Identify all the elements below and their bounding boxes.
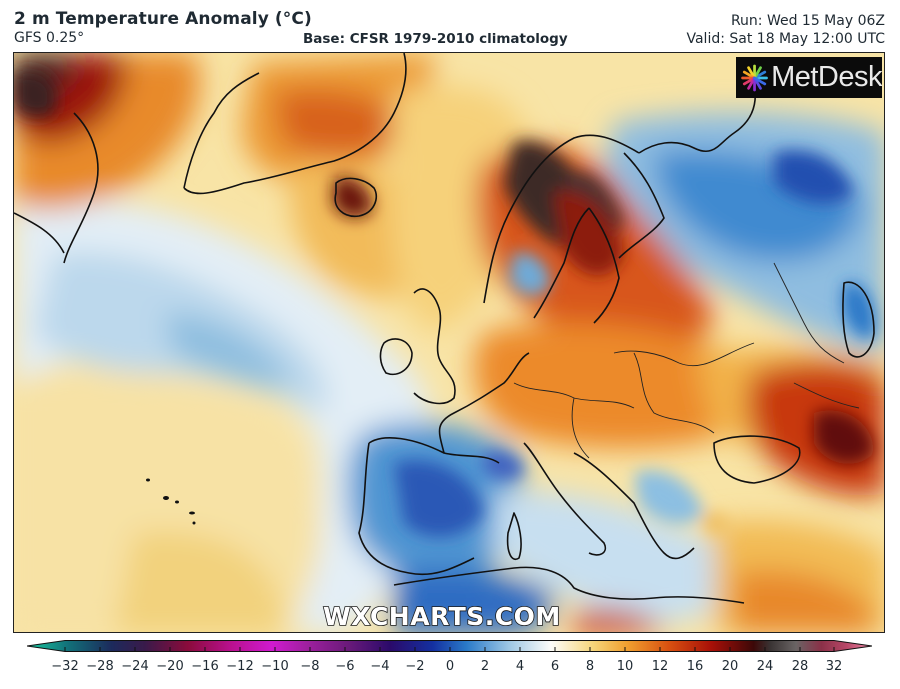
tick-label: 12: [651, 659, 669, 674]
model-label: GFS 0.25°: [14, 30, 85, 46]
tick-label: 10: [616, 659, 634, 674]
colorbar-ticks: [64, 647, 835, 652]
tick-label: 24: [756, 659, 774, 674]
valid-time-label: Valid: Sat 18 May 12:00 UTC: [686, 31, 885, 47]
tick-label: 28: [791, 659, 809, 674]
tick-label: −20: [156, 659, 184, 674]
tick-label: 16: [686, 659, 704, 674]
tick-label: −28: [86, 659, 114, 674]
tick-label: −16: [191, 659, 219, 674]
tick-label: 4: [515, 659, 525, 674]
wxcharts-watermark: WXCHARTS.COM: [322, 601, 561, 632]
tick-label: −24: [121, 659, 149, 674]
metdesk-logo-text: MetDesk: [771, 61, 882, 93]
tick-label: 2: [480, 659, 490, 674]
metdesk-burst-icon: [741, 64, 768, 91]
tick-label: −8: [300, 659, 320, 674]
tick-label: −2: [405, 659, 425, 674]
tick-label: −10: [261, 659, 289, 674]
anomaly-field: [14, 53, 884, 632]
tick-label: 32: [825, 659, 843, 674]
country-borders: [513, 262, 860, 459]
tick-label: 8: [585, 659, 595, 674]
tick-label: −6: [335, 659, 355, 674]
tick-label: −32: [51, 659, 79, 674]
metdesk-logo: MetDesk: [736, 57, 882, 98]
tick-label: 20: [721, 659, 739, 674]
tick-label: 0: [445, 659, 455, 674]
temperature-anomaly-map: [13, 52, 885, 633]
chart-title: 2 m Temperature Anomaly (°C): [14, 9, 312, 29]
tick-label: −12: [226, 659, 254, 674]
run-time-label: Run: Wed 15 May 06Z: [730, 13, 885, 29]
tick-label: −4: [370, 659, 390, 674]
atlantic-islands: [146, 478, 196, 525]
climatology-base-label: Base: CFSR 1979-2010 climatology: [303, 31, 568, 47]
coastlines: [14, 53, 875, 604]
colorbar-tick-labels: −32 −28 −24 −20 −16 −12 −10 −8 −6 −4 −2 …: [0, 659, 900, 677]
colorbar: [27, 640, 872, 652]
tick-label: 6: [550, 659, 560, 674]
